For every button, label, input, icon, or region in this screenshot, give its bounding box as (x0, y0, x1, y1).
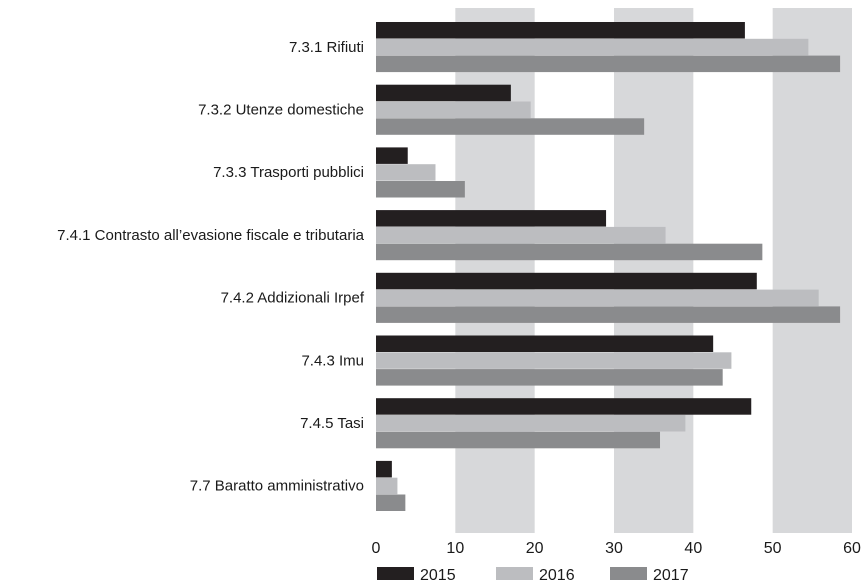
category-label: 7.3.2 Utenze domestiche (198, 101, 364, 118)
bar-2015 (376, 147, 408, 164)
category-label: 7.3.3 Trasporti pubblici (213, 164, 364, 181)
category-label: 7.4.5 Tasi (300, 415, 364, 432)
grid-band (614, 8, 694, 533)
bar-2017 (376, 431, 661, 449)
legend-swatch (496, 567, 533, 580)
category-labels: 7.3.1 Rifiuti 7.3.2 Utenze domestiche 7.3.… (57, 39, 365, 495)
bar-2016 (376, 352, 732, 369)
bar-2015 (376, 84, 511, 102)
category-label: 7.7 Baratto amministrativo (190, 478, 364, 495)
x-axis-ticks: 0 10 20 30 40 50 60 (372, 540, 861, 557)
x-tick-label: 10 (446, 540, 464, 557)
x-tick-label: 40 (684, 540, 702, 557)
legend-label: 2016 (539, 567, 575, 581)
bar-2015 (376, 398, 752, 415)
bar-2015 (376, 210, 607, 227)
category-label: 7.4.3 Imu (301, 352, 364, 369)
bar-2017 (376, 494, 406, 511)
category-label: 7.3.1 Rifiuti (289, 39, 364, 56)
grid-bands (455, 8, 852, 533)
grid-band (772, 8, 852, 533)
x-tick-label: 50 (764, 540, 782, 557)
legend-swatch (610, 567, 647, 580)
legend-label: 2015 (420, 567, 456, 581)
category-label: 7.4.2 Addizionali Irpef (221, 290, 365, 307)
bar-2017 (376, 181, 465, 198)
bar-2015 (376, 335, 714, 352)
bar-2015 (376, 460, 392, 478)
x-tick-label: 20 (526, 540, 544, 557)
bars-group (376, 22, 841, 511)
category-label: 7.4.1 Contrasto all’evasione fiscale e t… (57, 227, 364, 244)
x-tick-label: 30 (605, 540, 623, 557)
bar-2017 (376, 55, 841, 73)
legend-label: 2017 (653, 567, 689, 581)
bar-2016 (376, 101, 531, 118)
bar-2017 (376, 369, 723, 386)
bar-2016 (376, 289, 819, 307)
bar-2017 (376, 118, 645, 135)
bar-2017 (376, 306, 841, 323)
x-tick-label: 60 (843, 540, 861, 557)
bar-2016 (376, 226, 666, 244)
bar-2015 (376, 272, 757, 290)
bar-2016 (376, 415, 686, 432)
legend: 2015 2016 2017 (377, 567, 689, 584)
bar-2016 (376, 164, 436, 181)
bar-2016 (376, 477, 398, 495)
bar-2017 (376, 243, 763, 261)
bar-2016 (376, 38, 809, 56)
legend-swatch (377, 567, 414, 580)
bar-2015 (376, 22, 745, 39)
x-tick-label: 0 (372, 540, 381, 557)
